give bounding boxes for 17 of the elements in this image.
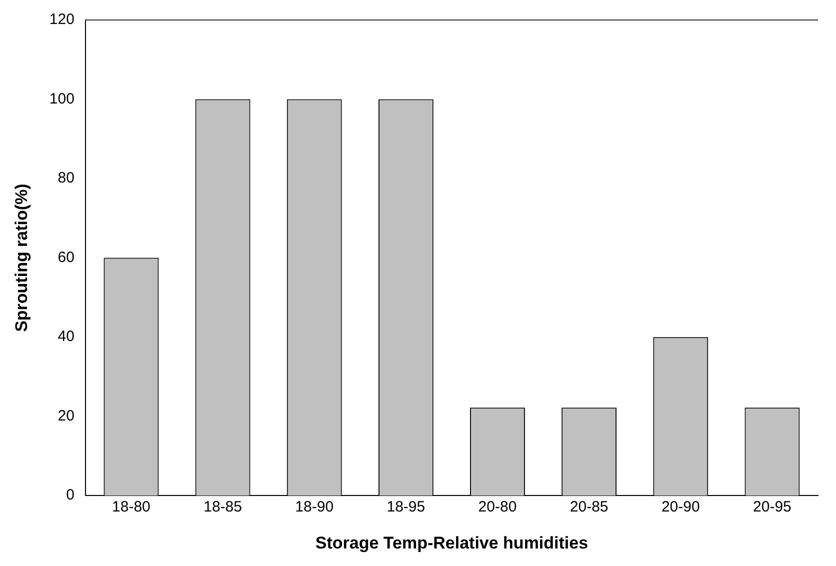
- x-tick-label: 18-95: [386, 498, 426, 516]
- x-tick-label: 18-85: [204, 498, 242, 516]
- x-tick-label: 20-85: [570, 498, 608, 516]
- x-tick-label: 18-90: [295, 498, 334, 516]
- x-tick-label: 20-90: [661, 498, 700, 516]
- y-tick-label: 20: [58, 407, 74, 424]
- y-tick-label: 100: [49, 90, 74, 108]
- x-axis-title: Storage Temp-Relative humidities: [315, 533, 588, 552]
- y-tick-label: 40: [58, 328, 74, 346]
- y-axis-title: Sprouting ratio(%): [12, 184, 31, 332]
- y-tick-label: 120: [49, 11, 74, 28]
- y-tick-label: 80: [58, 170, 74, 187]
- x-tick-label: 20-80: [478, 498, 517, 516]
- y-tick-label: 60: [58, 248, 74, 266]
- y-tick-label: 0: [66, 486, 74, 504]
- x-tick-label: 20-95: [753, 498, 792, 516]
- x-tick-label: 18-80: [112, 498, 150, 516]
